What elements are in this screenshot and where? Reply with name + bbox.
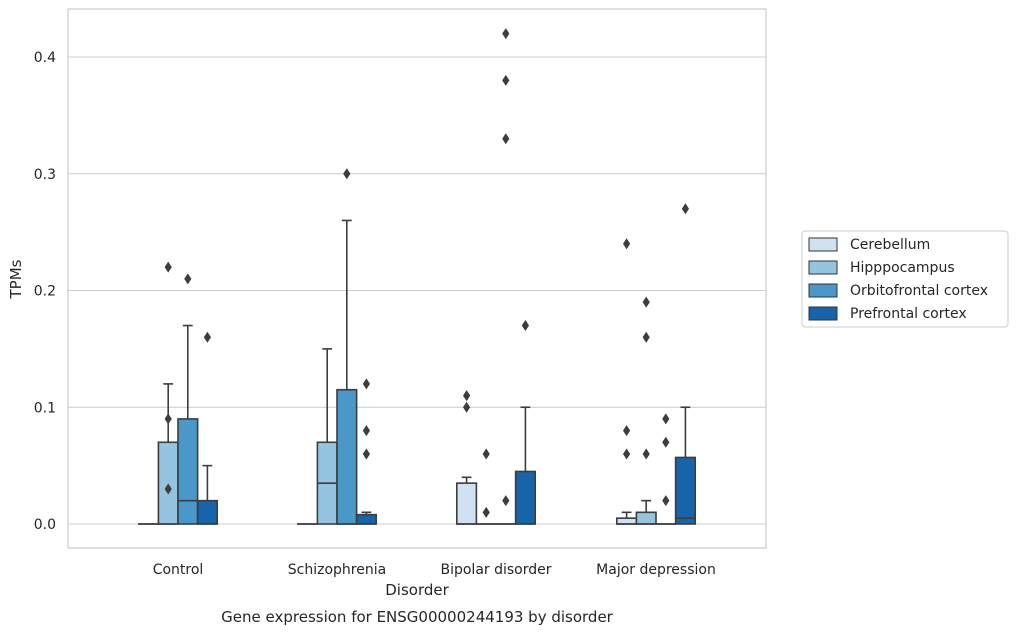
box-body <box>336 388 358 525</box>
box-body <box>674 456 696 525</box>
y-tick-label: 0.0 <box>34 517 56 533</box>
outlier-point <box>362 425 370 437</box>
outlier-point <box>164 483 172 495</box>
chart-caption: Gene expression for ENSG00000244193 by d… <box>221 608 614 626</box>
outlier-point <box>164 413 172 425</box>
x-tick-label: Control <box>153 562 204 578</box>
outlier-point <box>502 495 510 507</box>
legend-swatch <box>808 306 838 321</box>
legend-swatch <box>808 283 838 298</box>
outlier-point <box>502 133 510 145</box>
outlier-point <box>662 413 670 425</box>
legend-swatch <box>808 237 838 252</box>
y-tick-label: 0.1 <box>34 400 56 416</box>
outlier-point <box>203 331 211 343</box>
legend-item: Cerebellum <box>808 237 930 253</box>
x-tick-labels: Control Schizophrenia Bipolar disorder Majo… <box>153 562 716 578</box>
legend-label: Cerebellum <box>850 237 930 253</box>
y-tick-labels: 0.0 0.1 0.2 0.3 0.4 <box>34 50 56 533</box>
box-3-3 <box>674 203 696 525</box>
legend-frame <box>801 230 1009 328</box>
legend: Cerebellum Hipppocampus Orbitofrontal cort… <box>801 230 1009 328</box>
outlier-point <box>681 203 689 215</box>
legend-label: Prefrontal cortex <box>850 306 967 322</box>
outlier-point <box>362 448 370 460</box>
box-2-3 <box>514 320 536 525</box>
outlier-point <box>502 74 510 86</box>
box-body <box>196 499 219 525</box>
box-body <box>514 470 536 525</box>
box-1-1 <box>316 348 338 525</box>
box-2-1 <box>475 448 497 525</box>
box-1-3 <box>355 378 378 525</box>
outlier-point <box>642 296 650 308</box>
box-3-0 <box>615 238 638 525</box>
outlier-point <box>642 448 650 460</box>
outlier-point <box>362 378 370 390</box>
box-body <box>455 482 478 525</box>
box-body <box>355 513 378 525</box>
outlier-point <box>184 273 192 285</box>
legend-item: Hipppocampus <box>808 260 955 276</box>
legend-label: Orbitofrontal cortex <box>850 283 988 299</box>
box-3-1 <box>635 296 657 525</box>
outlier-point <box>463 401 471 413</box>
outlier-point <box>662 436 670 448</box>
outlier-point <box>482 448 490 460</box>
legend-item: Prefrontal cortex <box>808 306 967 322</box>
legend-item: Orbitofrontal cortex <box>808 283 988 299</box>
y-axis-label: TPMs <box>7 259 25 299</box>
outlier-point <box>502 28 510 40</box>
x-tick-label: Major depression <box>596 562 716 578</box>
box-body <box>157 441 179 525</box>
x-axis-label: Disorder <box>385 581 449 599</box>
outlier-point <box>463 390 471 402</box>
y-tick-label: 0.2 <box>34 284 56 300</box>
outlier-point <box>623 238 631 250</box>
box-2-0 <box>455 390 478 525</box>
y-tick-label: 0.3 <box>34 167 56 183</box>
box-body <box>635 511 657 525</box>
y-tick-label: 0.4 <box>34 50 56 66</box>
outlier-point <box>343 168 351 180</box>
outlier-point <box>662 495 670 507</box>
outlier-point <box>623 448 631 460</box>
outlier-point <box>521 320 529 332</box>
box-body <box>615 517 638 525</box>
outlier-point <box>623 425 631 437</box>
box-2-2 <box>495 28 517 525</box>
x-tick-label: Bipolar disorder <box>440 562 551 578</box>
outlier-point <box>482 506 490 518</box>
boxes <box>138 28 696 525</box>
box-0-1 <box>157 261 179 525</box>
outlier-point <box>642 331 650 343</box>
legend-swatch <box>808 260 838 275</box>
box-0-3 <box>196 331 219 525</box>
x-tick-label: Schizophrenia <box>288 562 386 578</box>
plot-frame <box>67 8 767 549</box>
legend-label: Hipppocampus <box>850 260 955 276</box>
box-body <box>177 418 199 525</box>
box-0-2 <box>177 273 199 525</box>
outlier-point <box>164 261 172 273</box>
box-1-2 <box>336 168 358 525</box>
box-3-2 <box>655 413 677 525</box>
